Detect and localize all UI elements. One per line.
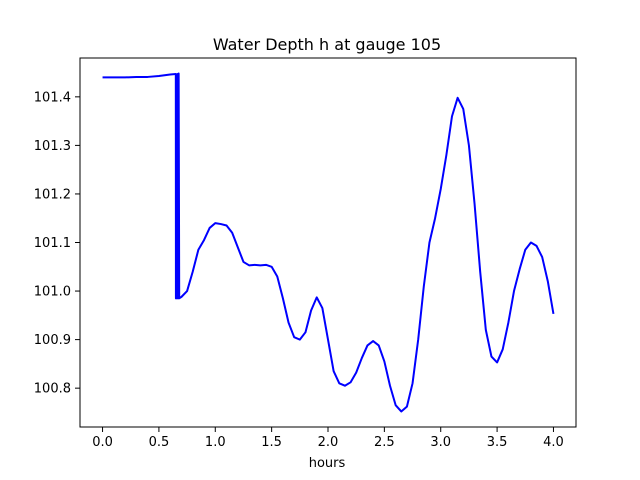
x-axis: 0.0 0.5 1.0 1.5 2.0 2.5 3.0 3.5 4.0 (92, 427, 564, 450)
x-tick-label: 1.0 (205, 435, 226, 450)
y-tick-label: 101.0 (34, 285, 71, 300)
y-tick-label: 101.2 (34, 187, 71, 202)
x-tick-label: 3.0 (430, 435, 451, 450)
series-line-gauge-105 (102, 72, 555, 413)
y-tick-label: 100.9 (34, 333, 71, 348)
chart-title: Water Depth h at gauge 105 (213, 35, 441, 54)
y-tick-label: 101.4 (34, 90, 71, 105)
y-tick-label: 101.1 (34, 236, 71, 251)
y-tick-label: 101.3 (34, 139, 71, 154)
x-tick-label: 0.5 (149, 435, 170, 450)
y-axis: 100.8 100.9 101.0 101.1 101.2 101.3 101.4 (34, 90, 80, 397)
x-axis-label: hours (309, 456, 346, 471)
x-tick-label: 0.0 (92, 435, 113, 450)
x-tick-label: 1.5 (261, 435, 282, 450)
y-tick-label: 100.8 (34, 382, 71, 397)
x-tick-label: 2.5 (374, 435, 395, 450)
x-tick-label: 4.0 (543, 435, 564, 450)
x-tick-label: 2.0 (318, 435, 339, 450)
x-tick-label: 3.5 (487, 435, 508, 450)
